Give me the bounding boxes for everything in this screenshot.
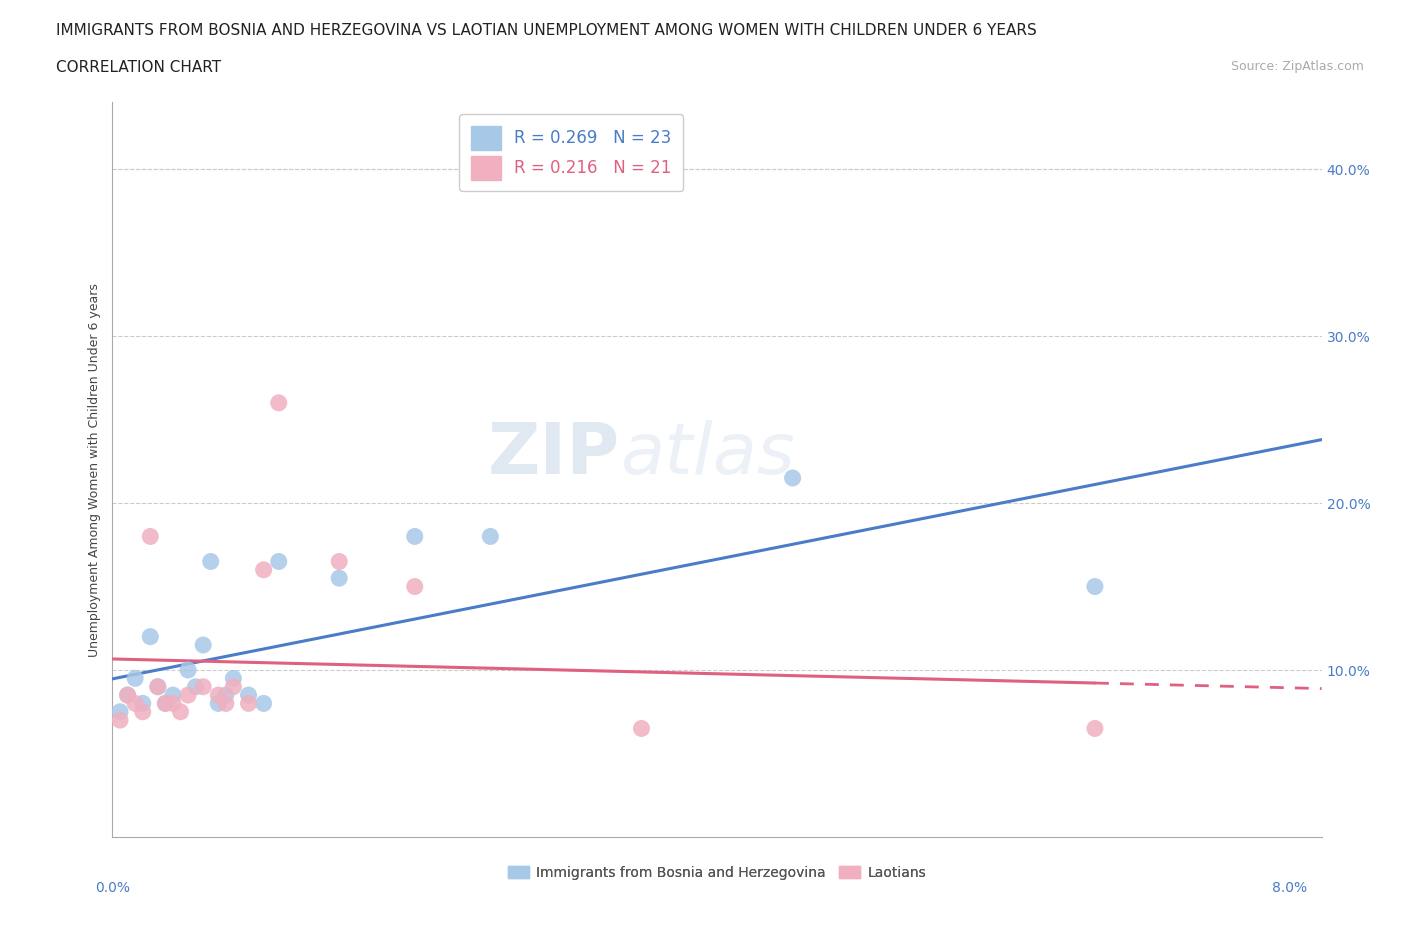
Point	[328, 554, 350, 569]
Point	[267, 395, 290, 410]
Text: ZIP: ZIP	[488, 420, 620, 489]
Y-axis label: Unemployment Among Women with Children Under 6 years: Unemployment Among Women with Children U…	[89, 283, 101, 657]
Point	[267, 554, 290, 569]
Point	[146, 679, 169, 694]
Text: atlas: atlas	[620, 420, 794, 489]
Point	[215, 687, 238, 702]
Point	[132, 696, 155, 711]
Point	[146, 679, 169, 694]
Point	[238, 687, 260, 702]
Point	[1084, 579, 1107, 594]
Point	[162, 696, 184, 711]
Point	[139, 529, 162, 544]
Point	[177, 662, 200, 677]
Point	[207, 687, 229, 702]
Point	[124, 671, 146, 685]
Point	[253, 696, 276, 711]
Point	[238, 696, 260, 711]
Point	[253, 563, 276, 578]
Point	[630, 721, 652, 736]
Point	[108, 704, 131, 719]
Point	[117, 687, 139, 702]
Point	[169, 704, 191, 719]
Point	[155, 696, 177, 711]
Point	[124, 696, 146, 711]
Point	[328, 571, 350, 586]
Point	[177, 687, 200, 702]
Text: CORRELATION CHART: CORRELATION CHART	[56, 60, 221, 75]
Point	[404, 579, 426, 594]
Point	[404, 529, 426, 544]
Point	[162, 687, 184, 702]
Point	[200, 554, 222, 569]
Text: 8.0%: 8.0%	[1272, 881, 1308, 896]
Point	[222, 671, 245, 685]
Point	[108, 712, 131, 727]
Point	[479, 529, 502, 544]
Point	[782, 471, 804, 485]
Point	[222, 679, 245, 694]
Point	[139, 630, 162, 644]
Point	[215, 696, 238, 711]
Text: Source: ZipAtlas.com: Source: ZipAtlas.com	[1230, 60, 1364, 73]
Text: IMMIGRANTS FROM BOSNIA AND HERZEGOVINA VS LAOTIAN UNEMPLOYMENT AMONG WOMEN WITH : IMMIGRANTS FROM BOSNIA AND HERZEGOVINA V…	[56, 23, 1038, 38]
Text: 0.0%: 0.0%	[96, 881, 131, 896]
Point	[155, 696, 177, 711]
Point	[132, 704, 155, 719]
Point	[1084, 721, 1107, 736]
Legend: Immigrants from Bosnia and Herzegovina, Laotians: Immigrants from Bosnia and Herzegovina, …	[502, 860, 932, 885]
Point	[191, 679, 214, 694]
Point	[184, 679, 207, 694]
Point	[207, 696, 229, 711]
Point	[191, 638, 214, 653]
Point	[117, 687, 139, 702]
